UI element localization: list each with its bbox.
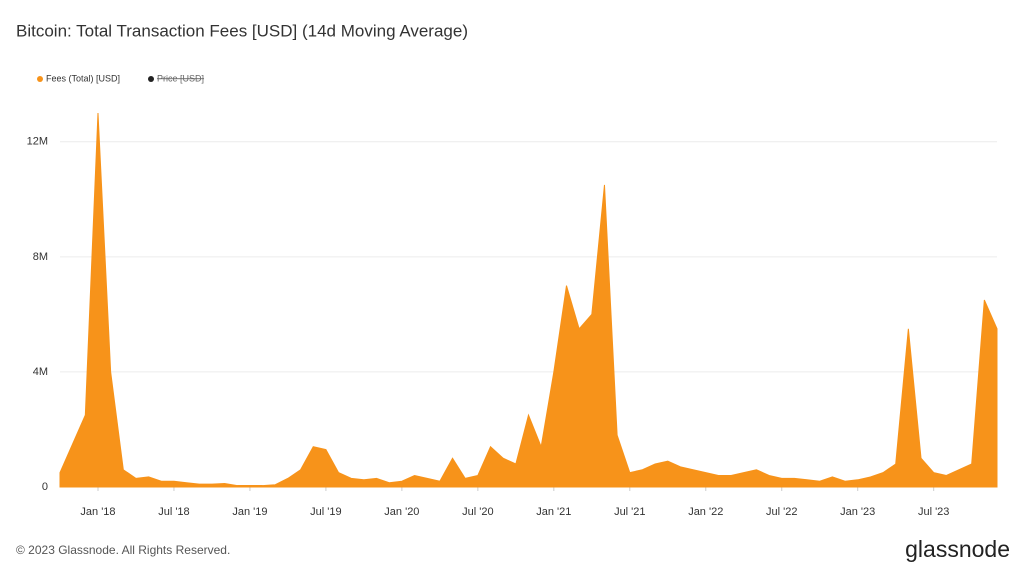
copyright: © 2023 Glassnode. All Rights Reserved.	[16, 543, 230, 557]
x-tick-label: Jul '23	[918, 506, 949, 518]
legend-marker	[37, 76, 43, 82]
y-tick-label: 8M	[33, 251, 48, 263]
x-tick-label: Jan '18	[80, 506, 115, 518]
x-tick-label: Jul '20	[462, 506, 493, 518]
legend-label: Price [USD]	[157, 73, 204, 83]
x-tick-label: Jan '20	[384, 506, 419, 518]
area	[59, 112, 998, 488]
x-tick-label: Jan '22	[688, 506, 723, 518]
x-tick-label: Jul '18	[158, 506, 189, 518]
y-tick-label: 4M	[33, 366, 48, 378]
y-tick-label: 12M	[27, 136, 48, 148]
legend-marker	[148, 76, 154, 82]
legend-label: Fees (Total) [USD]	[46, 73, 120, 83]
y-tick-label: 0	[42, 481, 48, 493]
chart-title: Bitcoin: Total Transaction Fees [USD] (1…	[16, 21, 468, 40]
x-tick-label: Jan '23	[840, 506, 875, 518]
x-tick-label: Jan '21	[536, 506, 571, 518]
x-tick-label: Jul '21	[614, 506, 645, 518]
x-tick-label: Jul '22	[766, 506, 797, 518]
x-tick-label: Jul '19	[310, 506, 341, 518]
x-tick-label: Jan '19	[232, 506, 267, 518]
logo: glassnode	[905, 536, 1010, 562]
